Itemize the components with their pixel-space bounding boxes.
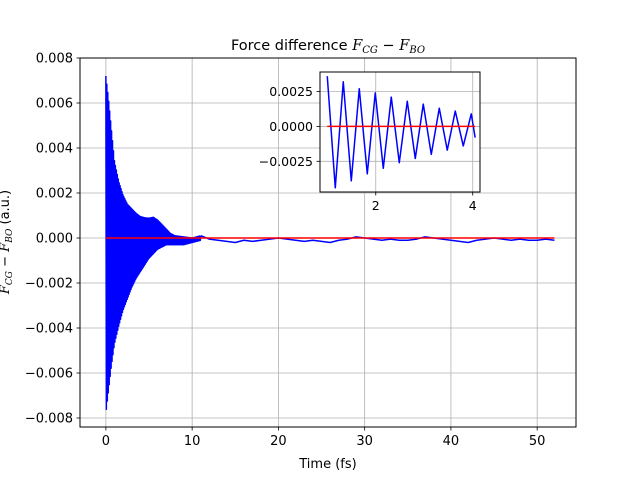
main-series-group [105,75,555,411]
main-y-tick-label: −0.002 [25,277,73,292]
main-x-tick-label: 20 [270,434,287,449]
inset-ticks: 2 4 −0.0025 0.0000 0.0025 [259,84,477,213]
main-force-difference-line-0 [105,75,202,411]
ylabel-math-op: − [0,256,13,267]
main-x-tick-label: 10 [184,434,201,449]
inset-x-tick-label: 4 [469,198,477,213]
title-math-right-base: F [398,38,410,54]
main-plot-frame [79,57,577,428]
ylabel-math-left-base: F [0,284,13,295]
main-y-tick-label: −0.004 [25,322,73,337]
ylabel-suffix: (a.u.) [0,190,13,229]
main-x-tick-label: 50 [529,434,546,449]
ylabel-math-right-base: F [0,242,13,253]
inset-force-difference-line-0 [326,76,476,189]
chart-title: Force difference FCG − FBO [231,38,425,56]
inset-series-group [326,76,476,189]
chart-title-text: Force difference [231,38,348,54]
inset-y-tick-label: 0.0025 [269,84,313,99]
main-y-tick-label: 0.008 [36,52,73,67]
ylabel-math-left-sub: CG [5,271,15,285]
x-axis-label: Time (fs) [298,457,356,472]
title-math-left-sub: CG [362,45,378,56]
title-math-left-base: F [351,38,363,54]
title-math-right-sub: BO [408,45,425,56]
main-x-tick-label: 40 [443,434,460,449]
main-x-tick-label: 30 [356,434,373,449]
main-y-tick-label: 0.006 [36,97,73,112]
main-y-tick-label: 0.004 [36,142,73,157]
inset-y-tick-label: −0.0025 [259,154,313,169]
main-y-tick-label: 0.002 [36,187,73,202]
inset-x-tick-label: 2 [372,198,380,213]
title-math-op: − [383,38,395,54]
inset-plot-frame [319,71,481,193]
main-x-tick-label: 0 [102,434,110,449]
inset-y-tick-label: 0.0000 [269,119,313,134]
inset-plot: 2 4 −0.0025 0.0000 0.0025 [259,71,481,213]
main-plot: 0 10 20 30 40 50−0.008−0.006−0.004−0.0020.000… [0,38,577,472]
main-ticks: 0 10 20 30 40 50 −0.008 −0.006 −0.004 −0.002 0.000… [25,52,546,450]
main-y-tick-label: −0.006 [25,367,73,382]
main-y-tick-label: −0.008 [25,412,73,427]
ylabel-math-right-sub: BO [5,228,15,244]
main-y-tick-label: 0.000 [36,232,73,247]
y-axis-label: FCG − FBO (a.u.) [0,190,15,295]
